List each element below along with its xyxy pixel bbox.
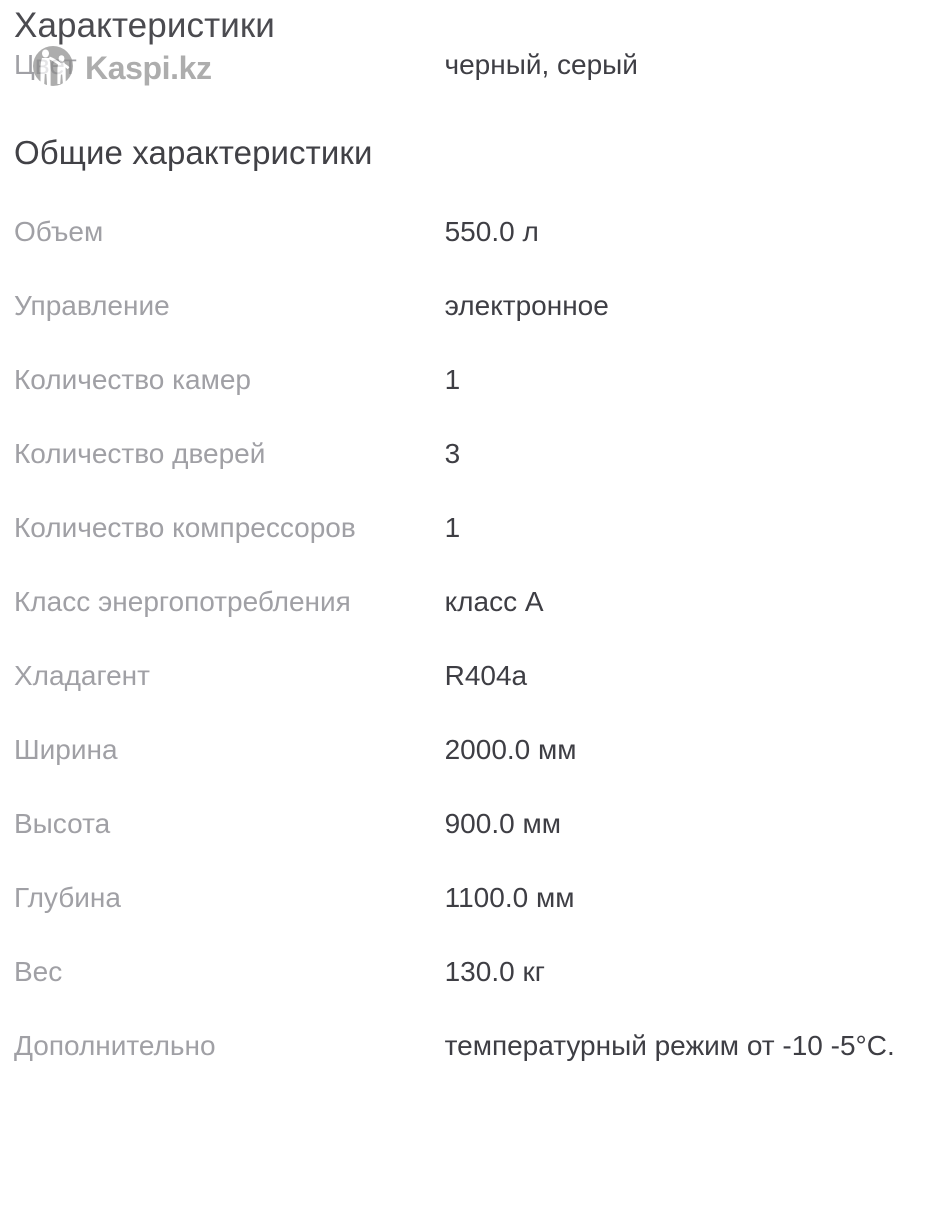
spec-row: Хладагент R404a xyxy=(14,657,914,695)
spec-row: Объем 550.0 л xyxy=(14,213,914,251)
spec-label: Цвет xyxy=(14,49,77,80)
spec-row: Класс энергопотребления класс A xyxy=(14,583,914,621)
spacer-cell xyxy=(14,547,914,583)
row-spacer xyxy=(14,473,914,509)
spec-label: Управление xyxy=(14,290,170,321)
spec-label: Вес xyxy=(14,956,63,987)
spec-value: 2000.0 мм xyxy=(444,734,577,765)
spec-sections: Общие характеристики Объем 550.0 л Управлен… xyxy=(14,84,914,1065)
spec-row: Количество компрессоров 1 xyxy=(14,509,914,547)
spec-label: Количество компрессоров xyxy=(14,512,356,543)
spec-label: Класс энергопотребления xyxy=(14,586,351,617)
spec-label: Глубина xyxy=(14,882,121,913)
row-spacer xyxy=(14,621,914,657)
spec-row: Вес 130.0 кг xyxy=(14,953,914,991)
spacer-cell xyxy=(14,325,914,361)
spec-value: R404a xyxy=(444,660,528,691)
row-spacer xyxy=(14,695,914,731)
spec-value: 550.0 л xyxy=(444,216,539,247)
intro-spec-table: Цвет черный, серый xyxy=(14,46,914,84)
spacer-cell xyxy=(14,769,914,805)
row-spacer xyxy=(14,399,914,435)
spec-row: Цвет черный, серый xyxy=(14,46,914,84)
row-spacer xyxy=(14,917,914,953)
spec-value: 1 xyxy=(444,512,461,543)
spec-value: 1 xyxy=(444,364,461,395)
spec-value: класс A xyxy=(444,586,544,617)
row-spacer xyxy=(14,991,914,1027)
spec-value: электронное xyxy=(444,290,609,321)
spacer-cell xyxy=(14,917,914,953)
spec-value: 3 xyxy=(444,438,461,469)
spec-value: 900.0 мм xyxy=(444,808,561,839)
spec-label: Дополнительно xyxy=(14,1030,216,1061)
spec-row: Количество камер 1 xyxy=(14,361,914,399)
spec-label: Количество камер xyxy=(14,364,251,395)
row-spacer xyxy=(14,251,914,287)
spec-row: Глубина 1100.0 мм xyxy=(14,879,914,917)
spacer-cell xyxy=(14,843,914,879)
section-top-spacer xyxy=(14,84,914,134)
spec-label: Ширина xyxy=(14,734,118,765)
page-title: Характеристики xyxy=(14,6,275,45)
specifications-page: Характеристики Цвет черный, серый Общие х… xyxy=(0,6,928,1206)
spec-label: Хладагент xyxy=(14,660,150,691)
row-spacer xyxy=(14,325,914,361)
spacer-cell xyxy=(14,399,914,435)
spacer-cell xyxy=(14,473,914,509)
row-spacer xyxy=(14,769,914,805)
spec-label: Объем xyxy=(14,216,104,247)
spec-row: Дополнительно температурный режим от -10 … xyxy=(14,1027,914,1065)
spec-row: Ширина 2000.0 мм xyxy=(14,731,914,769)
spec-section: Общие характеристики Объем 550.0 л Управлен… xyxy=(14,84,914,1065)
section-bottom-spacer xyxy=(14,172,914,213)
spec-row: Управление электронное xyxy=(14,287,914,325)
spec-label: Количество дверей xyxy=(14,438,266,469)
spacer-cell xyxy=(14,695,914,731)
spec-value: черный, серый xyxy=(444,49,638,80)
spec-label: Высота xyxy=(14,808,111,839)
spec-row: Количество дверей 3 xyxy=(14,435,914,473)
spec-value: 130.0 кг xyxy=(444,956,545,987)
spacer-cell xyxy=(14,991,914,1027)
spacer-cell xyxy=(14,251,914,287)
spec-table: Объем 550.0 л Управление электронное Количес… xyxy=(14,213,914,1065)
spacer-cell xyxy=(14,621,914,657)
row-spacer xyxy=(14,547,914,583)
spec-value: температурный режим от -10 -5°C. xyxy=(444,1030,895,1061)
row-spacer xyxy=(14,843,914,879)
section-title: Общие характеристики xyxy=(14,134,373,171)
spec-value: 1100.0 мм xyxy=(444,882,575,913)
spec-row: Высота 900.0 мм xyxy=(14,805,914,843)
